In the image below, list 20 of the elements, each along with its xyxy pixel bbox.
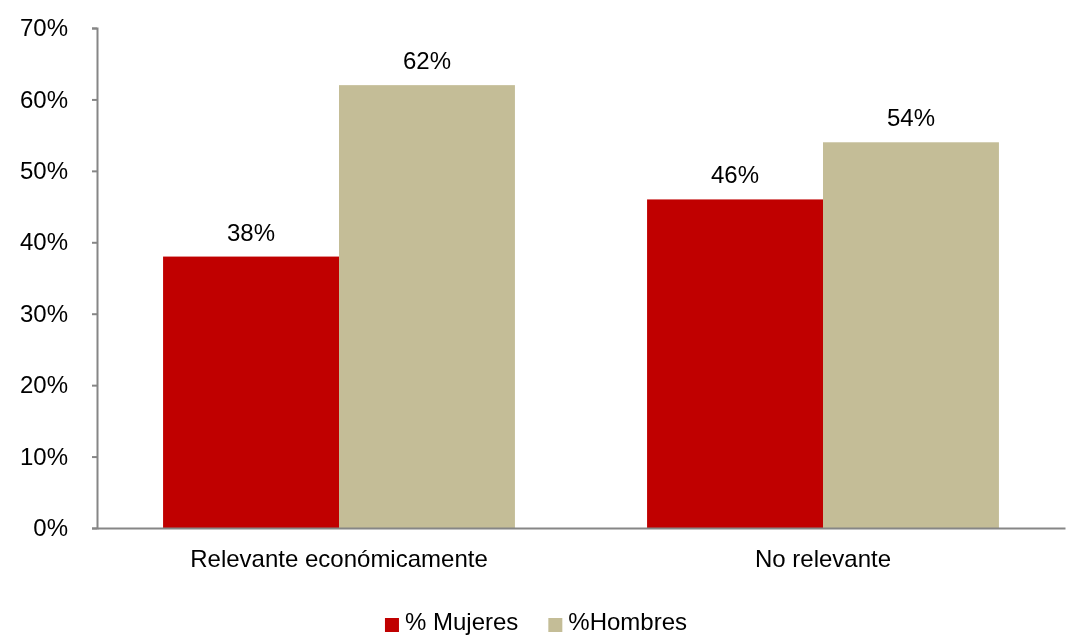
x-tick-label: No relevante xyxy=(754,545,892,573)
bar xyxy=(339,85,515,528)
y-tick-label: 60% xyxy=(19,85,68,113)
data-label: 62% xyxy=(402,47,451,75)
y-tick-label: 30% xyxy=(19,299,68,327)
legend-label: %Hombres xyxy=(568,608,688,635)
y-tick-label: 20% xyxy=(19,371,68,399)
data-label: 38% xyxy=(227,218,276,246)
y-tick-label: 10% xyxy=(19,442,68,470)
x-tick-label: Relevante económicamente xyxy=(190,545,488,573)
data-label: 46% xyxy=(711,161,760,189)
legend-label: % Mujeres xyxy=(404,608,519,635)
y-tick-label: 0% xyxy=(33,514,68,542)
y-tick-label: 70% xyxy=(19,14,68,42)
y-tick-label: 40% xyxy=(19,228,68,256)
bar xyxy=(647,199,823,528)
y-tick-label: 50% xyxy=(19,157,68,185)
data-label: 54% xyxy=(886,104,935,132)
bar xyxy=(163,256,339,528)
bar xyxy=(823,142,999,528)
